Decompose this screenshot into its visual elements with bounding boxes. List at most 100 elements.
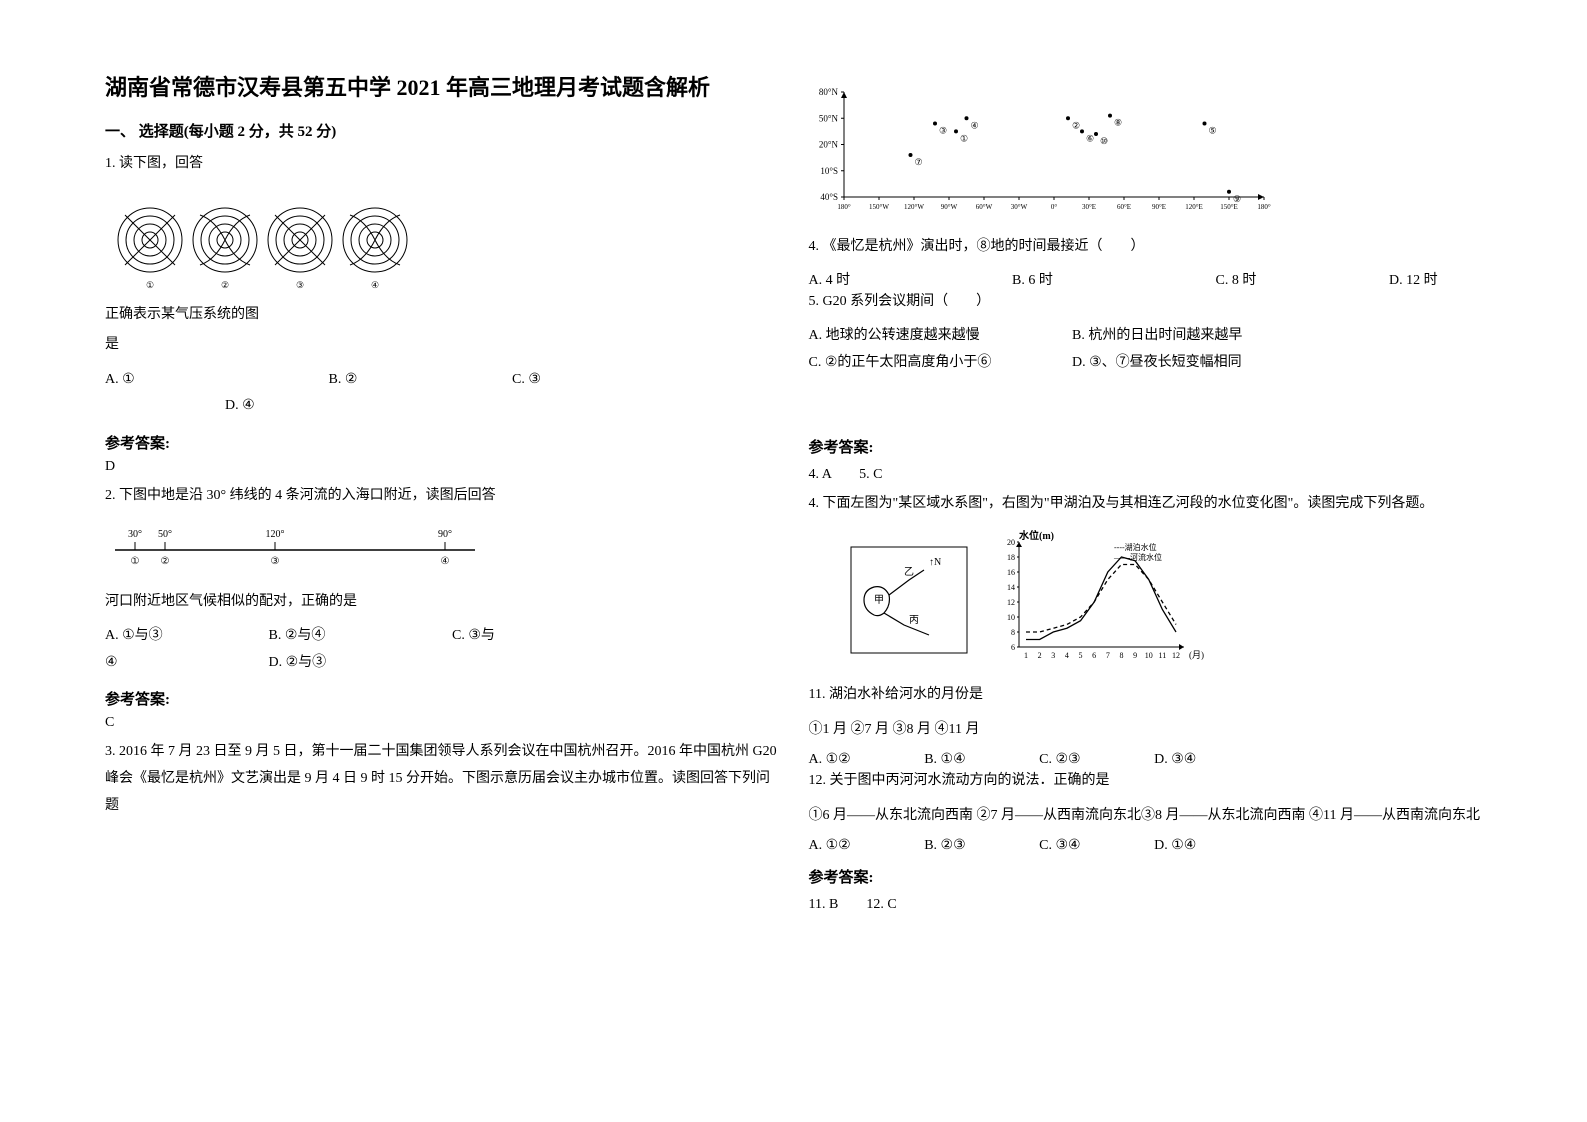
q1-optA: A. ① [105,367,325,394]
q12-optA: A. ①② [809,837,851,854]
q2-answer: C [105,715,779,731]
svg-text:——河流水位: ——河流水位 [1113,552,1162,562]
pressure-diagram-4: ④ [343,208,407,290]
q5-optD: D. ③、⑦昼夜长短变幅相同 [1072,355,1242,370]
svg-text:①: ① [131,556,140,567]
q45-answer: 4. A 5. C [809,463,1483,483]
svg-text:120°: 120° [266,529,285,540]
q1-answer: D [105,459,779,475]
svg-text:----湖泊水位: ----湖泊水位 [1114,542,1157,552]
svg-text:③: ③ [271,556,280,567]
svg-text:⑩: ⑩ [1100,136,1108,146]
svg-text:90°: 90° [438,529,452,540]
section-header: 一、 选择题(每小题 2 分，共 52 分) [105,120,779,141]
svg-text:80°N: 80°N [818,87,838,97]
svg-text:50°: 50° [158,529,172,540]
svg-text:1: 1 [1024,651,1028,660]
q1112-figure: 甲 乙 丙 ↑N 水位(m)20181614121086123456789101… [849,530,1483,670]
q12-options: A. ①② B. ②③ C. ③④ D. ①④ [809,837,1483,854]
q4-num: 4. 《最忆是杭州》演出时，⑧地的时间最接近（ ） [809,234,1483,261]
q1-stem-block: 正确表示某气压系统的图 是 [105,302,779,359]
question-1: 1. 读下图，回答 [105,151,779,178]
q2-optC2: ④ [105,650,265,677]
pressure-diagram-1: ① [118,208,182,290]
svg-text:120°W: 120°W [904,203,924,211]
svg-text:10°S: 10°S [820,166,838,176]
svg-text:②: ② [1072,120,1080,130]
ref-label-4: 参考答案: [809,866,1483,887]
svg-text:⑧: ⑧ [1114,118,1122,128]
svg-text:6: 6 [1092,651,1096,660]
q12-optD: D. ①④ [1154,837,1196,854]
svg-text:120°E: 120°E [1185,203,1203,211]
right-column: 80°N50°N20°N10°S40°S180°150°W120°W90°W60… [794,70,1498,1052]
svg-text:②: ② [221,280,229,290]
q1112-answer: 11. B 12. C [809,893,1483,913]
q11-optD: D. ③④ [1154,751,1196,768]
svg-text:12: 12 [1172,651,1180,660]
svg-text:40°S: 40°S [820,192,838,202]
svg-text:②: ② [161,556,170,567]
svg-text:150°E: 150°E [1220,203,1238,211]
svg-text:12: 12 [1007,598,1015,607]
svg-text:⑨: ⑨ [1233,194,1241,204]
svg-text:乙: 乙 [904,566,914,578]
q12-num: 12. 关于图中丙河河水流动方向的说法．正确的是 [809,768,1483,795]
ref-label-3: 参考答案: [809,436,1483,457]
q12-optB: B. ②③ [924,837,965,854]
q1-stem2: 是 [105,332,779,359]
svg-text:10: 10 [1144,651,1152,660]
left-column: 湖南省常德市汉寿县第五中学 2021 年高三地理月考试题含解析 一、 选择题(每… [90,70,794,1052]
q1-optB: B. ② [329,367,509,394]
svg-text:0°: 0° [1050,203,1057,211]
svg-text:10: 10 [1007,613,1015,622]
q2-stem: 河口附近地区气候相似的配对，正确的是 [105,589,779,616]
svg-text:20: 20 [1007,538,1015,547]
q4-optA: A. 4 时 [809,269,939,289]
svg-text:18: 18 [1007,553,1015,562]
q4-text: 4. 下面左图为"某区域水系图"，右图为"甲湖泊及与其相连乙河段的水位变化图"。… [809,491,1483,518]
q11-optB: B. ①④ [924,751,965,768]
q11-num: 11. 湖泊水补给河水的月份是 [809,682,1483,709]
q11-optC: C. ②③ [1039,751,1080,768]
svg-text:9: 9 [1133,651,1137,660]
q1-options: A. ① B. ② C. ③ D. ④ [105,367,779,420]
svg-text:150°W: 150°W [869,203,889,211]
svg-text:30°W: 30°W [1010,203,1027,211]
q5-num: 5. G20 系列会议期间（ ） [809,289,1483,316]
svg-text:16: 16 [1007,568,1015,577]
q2-num: 2. 下图中地是沿 30° 纬线的 4 条河流的入海口附近，读图后回答 [105,483,779,510]
q4-optC: C. 8 时 [1216,269,1346,289]
svg-text:30°E: 30°E [1081,203,1095,211]
svg-text:180°: 180° [837,203,851,211]
svg-text:7: 7 [1105,651,1109,660]
svg-text:⑦: ⑦ [914,157,922,167]
q2-optA: A. ①与③ [105,623,265,650]
q1-stem: 正确表示某气压系统的图 [105,302,779,329]
q12-opts: ①6 月——从东北流向西南 ②7 月——从西南流向东北③8 月——从东北流向西南… [809,803,1483,830]
q5-optB: B. 杭州的日出时间越来越早 [1072,328,1242,343]
svg-text:⑤: ⑤ [1208,126,1216,136]
q12-optC: C. ③④ [1039,837,1080,854]
q11-optA: A. ①② [809,751,851,768]
water-level-chart: 水位(m)20181614121086123456789101112(月)---… [989,530,1219,670]
svg-text:11: 11 [1158,651,1166,660]
q2-options: A. ①与③ B. ②与④ C. ③与 ④ D. ②与③ [105,623,779,676]
question-3: 3. 2016 年 7 月 23 日至 9 月 5 日，第十一届二十国集团领导人… [105,739,779,819]
svg-text:14: 14 [1007,583,1015,592]
svg-text:2: 2 [1037,651,1041,660]
svg-text:⑥: ⑥ [1086,133,1094,143]
pressure-diagram-3: ③ [268,208,332,290]
doc-title: 湖南省常德市汉寿县第五中学 2021 年高三地理月考试题含解析 [105,70,779,102]
svg-text:20°N: 20°N [818,140,838,150]
svg-text:60°E: 60°E [1116,203,1130,211]
svg-text:④: ④ [371,280,379,290]
svg-text:60°W: 60°W [975,203,992,211]
svg-text:④: ④ [441,556,450,567]
q1-optD: D. ④ [225,393,255,420]
question-2: 2. 下图中地是沿 30° 纬线的 4 条河流的入海口附近，读图后回答 [105,483,779,510]
water-system-map: 甲 乙 丙 ↑N [849,545,969,655]
q4-optD: D. 12 时 [1389,269,1438,289]
svg-text:30°: 30° [128,529,142,540]
svg-text:丙: 丙 [909,615,919,626]
